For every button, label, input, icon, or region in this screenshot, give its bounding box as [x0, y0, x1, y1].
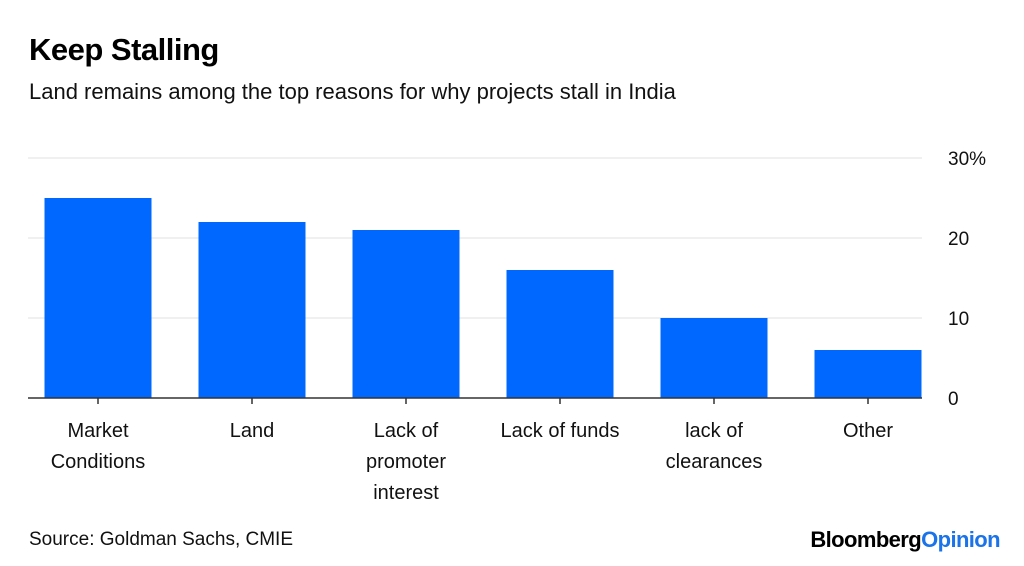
x-axis-labels: Market Conditions Land Lack of promoter inter… — [51, 420, 894, 504]
x-tick-label: Conditions — [51, 451, 146, 473]
chart-subtitle: Land remains among the top reasons for w… — [29, 79, 676, 104]
x-tick-label: Lack of — [374, 420, 439, 442]
x-tick-label: Other — [843, 420, 893, 442]
bar — [352, 230, 460, 398]
x-tick-label: promoter — [366, 451, 446, 473]
x-axis — [28, 397, 922, 404]
logo-opinion: Opinion — [921, 527, 1001, 552]
gridlines — [28, 157, 922, 319]
x-tick-label: interest — [373, 482, 439, 504]
x-tick-label: clearances — [666, 451, 763, 473]
bar — [198, 222, 306, 398]
bar — [814, 350, 922, 398]
bar — [506, 270, 614, 398]
x-tick-label: lack of — [685, 420, 743, 442]
bloomberg-opinion-logo: BloombergOpinion — [810, 527, 1000, 553]
logo-bloomberg: Bloomberg — [810, 527, 922, 552]
x-tick-label: Lack of funds — [501, 420, 620, 442]
y-tick-label: 30% — [948, 149, 986, 170]
y-tick-label: 0 — [948, 389, 959, 410]
source-note: Source: Goldman Sachs, CMIE — [29, 529, 293, 550]
bars — [44, 198, 922, 398]
chart-title: Keep Stalling — [29, 32, 219, 67]
y-tick-label: 10 — [948, 309, 969, 330]
bar — [660, 318, 768, 398]
x-tick-label: Market — [67, 420, 129, 442]
x-tick-label: Land — [230, 420, 275, 442]
bar — [44, 198, 152, 398]
y-axis: 0 10 20 30% — [948, 149, 986, 410]
y-tick-label: 20 — [948, 229, 969, 250]
